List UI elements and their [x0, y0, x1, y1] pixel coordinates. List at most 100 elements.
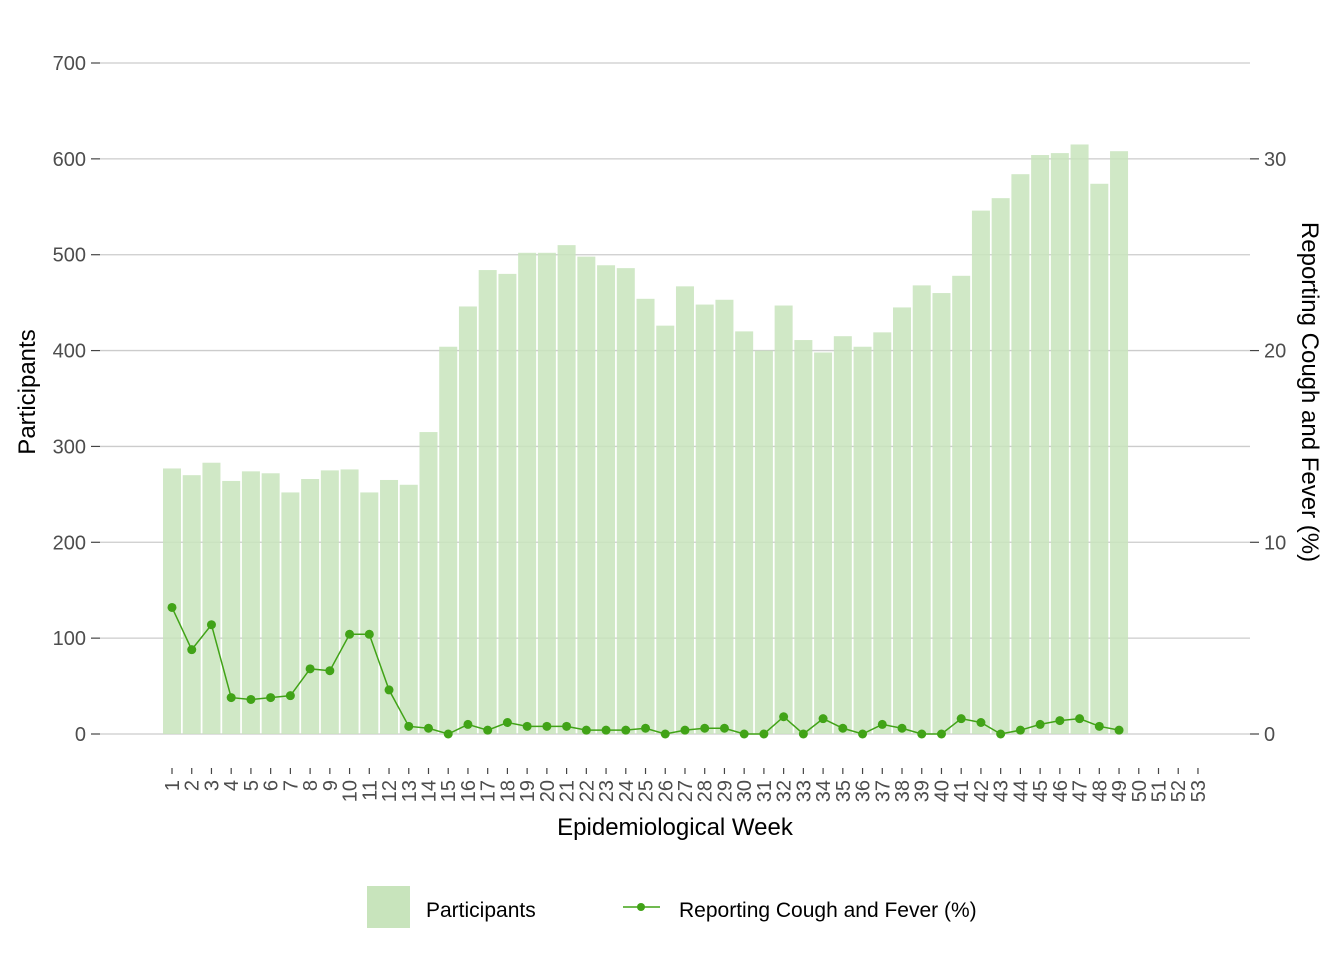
data-point — [463, 719, 473, 729]
x-tick-label: 30 — [734, 780, 756, 802]
data-point — [384, 685, 394, 695]
x-tick-label: 26 — [655, 780, 677, 802]
bar — [458, 306, 477, 734]
data-point — [1094, 721, 1104, 731]
y-tick-label-left: 500 — [53, 245, 86, 267]
x-tick-label: 2 — [182, 780, 204, 791]
bar — [577, 256, 596, 734]
data-point — [167, 602, 177, 612]
bar — [675, 286, 694, 734]
y-tick-label-right: 30 — [1264, 149, 1286, 171]
x-tick-label: 29 — [714, 780, 736, 802]
data-point — [779, 712, 789, 722]
data-point — [266, 693, 276, 703]
data-point — [1075, 714, 1085, 724]
x-tick-label: 49 — [1109, 780, 1131, 802]
data-point — [680, 725, 690, 735]
bar — [952, 275, 971, 734]
bar — [656, 325, 675, 734]
data-point — [562, 721, 572, 731]
x-tick-label: 37 — [872, 780, 894, 802]
bars — [163, 144, 1129, 735]
x-tick-label: 15 — [438, 780, 460, 802]
data-point — [759, 729, 769, 739]
data-point — [858, 729, 868, 739]
x-tick-label: 22 — [576, 780, 598, 802]
y-tick-label-left: 600 — [53, 149, 86, 171]
bar — [182, 475, 201, 734]
bar — [261, 473, 280, 734]
x-tick-label: 17 — [478, 780, 500, 802]
x-tick-label: 23 — [596, 780, 618, 802]
line-series — [167, 602, 1124, 739]
bar — [794, 340, 813, 734]
bar — [774, 305, 793, 734]
data-point — [206, 620, 216, 630]
x-tick-label: 13 — [399, 780, 421, 802]
x-tick-label: 41 — [951, 780, 973, 802]
x-tick-label: 18 — [497, 780, 519, 802]
data-point — [581, 725, 591, 735]
bar — [814, 352, 833, 734]
data-point — [641, 723, 651, 733]
data-point — [798, 729, 808, 739]
x-tick-label: 27 — [675, 780, 697, 802]
data-point — [818, 714, 828, 724]
bar — [478, 270, 497, 734]
legend-label-cough-fever: Reporting Cough and Fever (%) — [679, 899, 977, 922]
x-tick-label: 5 — [241, 780, 263, 791]
x-tick-label: 9 — [320, 780, 342, 791]
legend-key-point — [637, 903, 645, 911]
bar — [557, 245, 576, 734]
bar — [873, 332, 892, 734]
bar — [281, 492, 300, 734]
bar — [695, 304, 714, 734]
data-point — [364, 629, 374, 639]
x-tick-label: 33 — [793, 780, 815, 802]
bar — [222, 480, 241, 734]
data-point — [305, 664, 315, 674]
data-point — [226, 693, 236, 703]
data-point — [1055, 716, 1065, 726]
y-tick-label-right: 10 — [1264, 532, 1286, 554]
bar — [301, 479, 320, 734]
x-tick-label: 46 — [1050, 780, 1072, 802]
data-point — [483, 725, 493, 735]
bar — [320, 470, 339, 734]
x-tick-label: 42 — [971, 780, 993, 802]
bar — [735, 331, 754, 734]
data-point — [621, 725, 631, 735]
bar — [1050, 153, 1069, 734]
y-tick-label-left: 0 — [75, 724, 86, 746]
y-tick-label-right: 20 — [1264, 341, 1286, 363]
data-point — [838, 723, 848, 733]
y-axis-title-left: Participants — [14, 329, 41, 454]
x-tick-label: 4 — [221, 780, 243, 791]
x-tick-label: 1 — [162, 780, 184, 791]
y-tick-label-left: 700 — [53, 53, 86, 75]
bar — [912, 285, 931, 734]
bar — [163, 468, 181, 734]
x-tick-label: 6 — [261, 780, 283, 791]
x-tick-label: 24 — [616, 780, 638, 802]
bar — [597, 265, 616, 734]
data-point — [917, 729, 927, 739]
y-tick-label-left: 200 — [53, 532, 86, 554]
x-tick-label: 14 — [418, 780, 440, 802]
data-point — [877, 719, 887, 729]
data-point — [660, 729, 670, 739]
data-point — [956, 714, 966, 724]
bar — [971, 210, 990, 734]
x-axis: 1234567891011121314151617181920212223242… — [162, 768, 1210, 802]
data-point — [719, 723, 729, 733]
data-point — [700, 723, 710, 733]
data-point — [246, 694, 256, 704]
bar — [1031, 155, 1050, 735]
x-tick-label: 11 — [359, 780, 381, 801]
x-tick-label: 3 — [201, 780, 223, 791]
bar — [1011, 174, 1030, 735]
x-tick-label: 25 — [636, 780, 658, 802]
data-point — [739, 729, 749, 739]
data-point — [502, 717, 512, 727]
